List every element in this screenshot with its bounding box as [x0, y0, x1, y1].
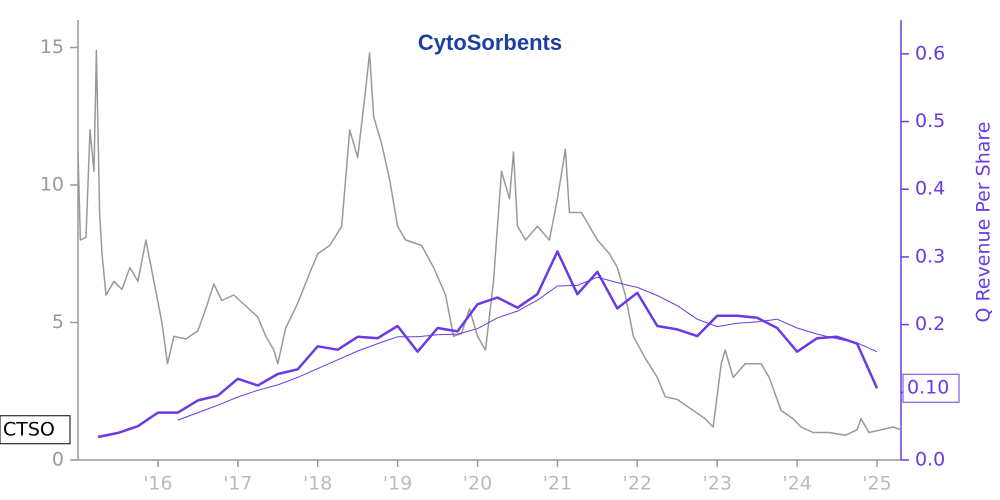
x-tick-label: '17: [223, 473, 252, 495]
y2-axis-title: Q Revenue Per Share: [973, 122, 995, 323]
y2-tick-label: 0.4: [915, 178, 945, 200]
y2-tick-label: 0.0: [915, 449, 945, 471]
y-tick-label: 5: [52, 311, 64, 333]
x-tick-label: '24: [782, 473, 811, 495]
y-tick-label: 10: [40, 174, 64, 196]
x-tick-label: '23: [703, 473, 732, 495]
x-tick-label: '22: [623, 473, 652, 495]
x-tick-label: '20: [463, 473, 492, 495]
series-line: [97, 250, 879, 439]
x-tick-label: '25: [862, 473, 891, 495]
series-line: [177, 276, 878, 421]
x-tick-label: '19: [383, 473, 412, 495]
y2-tick-label: 0.3: [915, 245, 945, 267]
logo: CytoSorbents: [418, 30, 562, 55]
end-label-box: [902, 373, 960, 403]
price-label: CTSO: [3, 418, 55, 440]
x-tick-label: '21: [543, 473, 572, 495]
y-tick-label: 0: [52, 449, 64, 471]
end-label: 0.10: [907, 377, 949, 399]
x-tick-label: '18: [303, 473, 332, 495]
y2-tick-label: 0.6: [915, 42, 945, 64]
price-label-box: [0, 415, 71, 445]
y2-tick-label: 0.5: [915, 110, 945, 132]
x-tick-label: '16: [143, 473, 172, 495]
y-tick-label: 15: [40, 36, 64, 58]
series-line: [77, 49, 902, 437]
y2-tick-label: 0.2: [915, 313, 945, 335]
